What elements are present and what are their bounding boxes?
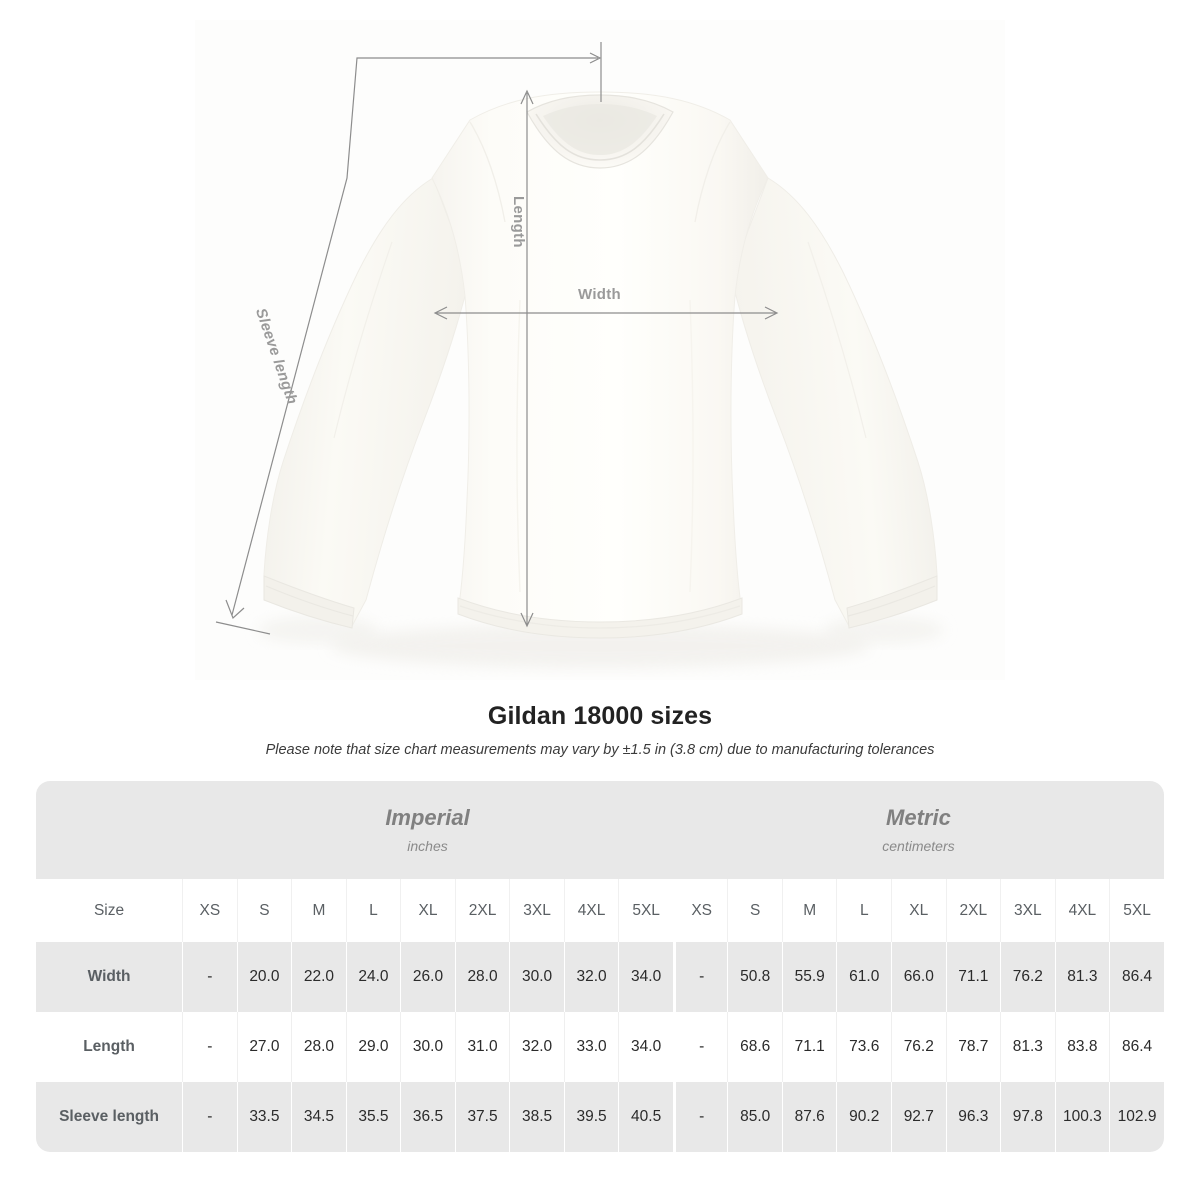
- size-chart-table: Imperial inches Metric centimeters Size X…: [36, 781, 1164, 1152]
- cell-width-metric-xs: -: [672, 942, 728, 1012]
- cell-sleeve-length-imperial-3xl: 38.5: [509, 1082, 564, 1152]
- size-table-body: Width -20.0 22.0 24.0 26.0 28.0 30.0 32.0 34.0-5…: [36, 942, 1164, 1152]
- size-chart-table-wrapper: Imperial inches Metric centimeters Size X…: [36, 781, 1164, 1152]
- cell-width-imperial-l: 24.0: [345, 942, 401, 1012]
- cell-width-metric-5xl: 86.4: [1109, 942, 1164, 1012]
- cell-length-imperial-s: 27.0: [236, 1012, 292, 1082]
- size-header-metric-xl: XL: [891, 879, 946, 942]
- metric-unit-header: Metric centimeters: [672, 781, 1164, 879]
- cell-length-metric-l: 73.6: [836, 1012, 892, 1082]
- size-header-row: Size XS S M L XL 2XL 3XL 4XL 5XL XS S M L XL 2XL 3XL 4XL 5…: [36, 879, 1164, 942]
- cell-sleeve-length-imperial-m: 34.5: [291, 1082, 346, 1152]
- cell-length-metric-xl: 76.2: [891, 1012, 946, 1082]
- cell-length-imperial-xl: 30.0: [400, 1012, 455, 1082]
- cell-length-metric-3xl: 81.3: [1000, 1012, 1055, 1082]
- tolerance-note: Please note that size chart measurements…: [265, 742, 935, 758]
- sweatshirt-illustration: [258, 91, 944, 668]
- size-column-header: Size: [36, 879, 183, 942]
- cell-length-imperial-5xl: 34.0: [618, 1012, 673, 1082]
- cell-length-metric-m: 71.1: [781, 1012, 837, 1082]
- cell-length-imperial-4xl: 33.0: [563, 1012, 619, 1082]
- cell-width-imperial-xl: 26.0: [400, 942, 455, 1012]
- title-block: Gildan 18000 sizes Please note that size…: [0, 690, 1200, 758]
- cell-length-metric-s: 68.6: [727, 1012, 782, 1082]
- size-header-metric-l: L: [836, 879, 892, 942]
- imperial-unit-header: Imperial inches: [182, 781, 673, 879]
- cell-length-imperial-3xl: 32.0: [509, 1012, 564, 1082]
- metric-sublabel: centimeters: [882, 837, 955, 854]
- width-measure-label: Width: [578, 286, 622, 303]
- length-measure-label: Length: [510, 196, 527, 248]
- cell-sleeve-length-metric-xs: -: [672, 1082, 728, 1152]
- imperial-label: Imperial: [385, 805, 470, 831]
- size-header-imperial-2xl: 2XL: [454, 879, 510, 942]
- product-image-area: Width Length Sleeve length: [215, 42, 944, 668]
- cell-width-metric-m: 55.9: [781, 942, 837, 1012]
- size-header-imperial-m: M: [291, 879, 346, 942]
- imperial-sublabel: inches: [407, 837, 448, 854]
- cell-sleeve-length-imperial-4xl: 39.5: [563, 1082, 619, 1152]
- page-title: Gildan 18000 sizes: [487, 702, 713, 730]
- size-header-metric-m: M: [781, 879, 837, 942]
- cell-length-metric-4xl: 83.8: [1054, 1012, 1110, 1082]
- size-header-imperial-l: L: [345, 879, 401, 942]
- cell-sleeve-length-imperial-xl: 36.5: [400, 1082, 455, 1152]
- cell-width-metric-s: 50.8: [727, 942, 782, 1012]
- cell-sleeve-length-imperial-l: 35.5: [345, 1082, 401, 1152]
- cell-width-imperial-s: 20.0: [236, 942, 292, 1012]
- cell-width-metric-2xl: 71.1: [945, 942, 1001, 1012]
- size-header-metric-5xl: 5XL: [1109, 879, 1164, 942]
- cell-sleeve-length-imperial-xs: -: [182, 1082, 237, 1152]
- cell-width-imperial-2xl: 28.0: [454, 942, 510, 1012]
- table-row: Length -27.0 28.0 29.0 30.0 31.0 32.0 33.0 34.0-…: [36, 1012, 1164, 1082]
- size-header-imperial-s: S: [236, 879, 292, 942]
- cell-width-metric-xl: 66.0: [891, 942, 946, 1012]
- cell-sleeve-length-metric-3xl: 97.8: [1000, 1082, 1055, 1152]
- cell-length-metric-xs: -: [672, 1012, 728, 1082]
- size-header-metric-s: S: [727, 879, 782, 942]
- unit-band-spacer: [36, 781, 183, 879]
- cell-sleeve-length-metric-s: 85.0: [727, 1082, 782, 1152]
- metric-label: Metric: [886, 805, 951, 831]
- size-header-metric-2xl: 2XL: [945, 879, 1001, 942]
- cell-sleeve-length-imperial-s: 33.5: [236, 1082, 292, 1152]
- row-header-width: Width: [36, 942, 183, 1012]
- cell-width-metric-3xl: 76.2: [1000, 942, 1055, 1012]
- cell-width-metric-l: 61.0: [836, 942, 892, 1012]
- cell-width-imperial-4xl: 32.0: [563, 942, 619, 1012]
- cell-width-metric-4xl: 81.3: [1054, 942, 1110, 1012]
- table-row: Sleeve length -33.5 34.5 35.5 36.5 37.5 38.5 39…: [36, 1082, 1164, 1152]
- cell-width-imperial-xs: -: [182, 942, 237, 1012]
- unit-band-row: Imperial inches Metric centimeters: [36, 781, 1164, 879]
- size-header-metric-4xl: 4XL: [1054, 879, 1110, 942]
- cell-width-imperial-5xl: 34.0: [618, 942, 673, 1012]
- cell-length-imperial-xs: -: [182, 1012, 237, 1082]
- row-header-sleeve-length: Sleeve length: [36, 1082, 183, 1152]
- size-header-imperial-4xl: 4XL: [563, 879, 619, 942]
- cell-width-imperial-m: 22.0: [291, 942, 346, 1012]
- cell-sleeve-length-metric-xl: 92.7: [891, 1082, 946, 1152]
- cell-length-metric-5xl: 86.4: [1109, 1012, 1164, 1082]
- size-header-imperial-xs: XS: [182, 879, 237, 942]
- cell-sleeve-length-imperial-2xl: 37.5: [454, 1082, 510, 1152]
- cell-sleeve-length-metric-4xl: 100.3: [1054, 1082, 1110, 1152]
- cell-width-imperial-3xl: 30.0: [509, 942, 564, 1012]
- cell-sleeve-length-metric-l: 90.2: [836, 1082, 892, 1152]
- size-header-metric-xs: XS: [672, 879, 728, 942]
- cell-sleeve-length-metric-2xl: 96.3: [945, 1082, 1001, 1152]
- row-header-length: Length: [36, 1012, 183, 1082]
- size-header-metric-3xl: 3XL: [1000, 879, 1055, 942]
- cell-sleeve-length-metric-5xl: 102.9: [1109, 1082, 1164, 1152]
- size-header-imperial-xl: XL: [400, 879, 455, 942]
- cell-length-metric-2xl: 78.7: [945, 1012, 1001, 1082]
- size-header-imperial-5xl: 5XL: [618, 879, 673, 942]
- cell-sleeve-length-imperial-5xl: 40.5: [618, 1082, 673, 1152]
- cell-length-imperial-l: 29.0: [345, 1012, 401, 1082]
- cell-length-imperial-m: 28.0: [291, 1012, 346, 1082]
- table-row: Width -20.0 22.0 24.0 26.0 28.0 30.0 32.0 34.0-5…: [36, 942, 1164, 1012]
- cell-length-imperial-2xl: 31.0: [454, 1012, 510, 1082]
- cell-sleeve-length-metric-m: 87.6: [781, 1082, 837, 1152]
- size-header-imperial-3xl: 3XL: [509, 879, 564, 942]
